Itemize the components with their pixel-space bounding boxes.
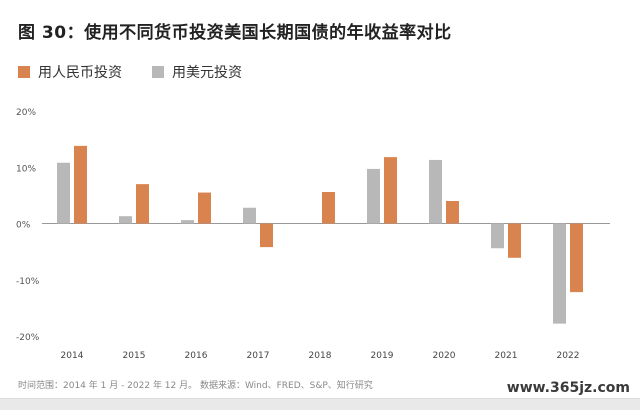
bar-cny (570, 223, 583, 293)
bar-usd (367, 168, 380, 224)
x-tick-label: 2014 (61, 351, 84, 361)
bar-usd (119, 216, 132, 224)
x-tick-label: 2015 (123, 351, 146, 361)
legend-swatch-orange (18, 66, 30, 78)
x-tick-label: 2021 (495, 351, 518, 361)
chart-title: 图 30：使用不同货币投资美国长期国债的年收益率对比 (18, 23, 452, 43)
legend-label-cny: 用人民币投资 (38, 65, 122, 81)
bar-usd (429, 159, 442, 224)
bar-usd (243, 207, 256, 224)
bar-cny (508, 223, 521, 258)
bar-cny (322, 192, 335, 224)
bar-cny (198, 192, 211, 224)
y-tick-label: -10% (16, 277, 40, 287)
legend-item-cny: 用人民币投资 (18, 62, 122, 82)
x-tick-label: 2017 (247, 351, 270, 361)
bar-usd (181, 220, 194, 224)
legend-label-usd: 用美元投资 (172, 65, 242, 81)
footnote: 时间范围：2014 年 1 月 - 2022 年 12 月。 数据来源：Wind… (18, 381, 373, 391)
legend-swatch-gray (152, 66, 164, 78)
bar-cny (446, 201, 459, 224)
x-tick-label: 2018 (309, 351, 332, 361)
bar-cny (260, 223, 273, 248)
x-tick-label: 2019 (371, 351, 394, 361)
bar-cny (74, 145, 87, 224)
bar-usd (491, 223, 504, 249)
y-tick-label: 20% (16, 108, 36, 118)
bar-usd (553, 223, 566, 324)
bar-usd (57, 162, 70, 224)
x-tick-label: 2016 (185, 351, 208, 361)
bar-cny (136, 184, 149, 224)
watermark: www.365jz.com (506, 380, 630, 396)
y-tick-label: 0% (16, 221, 31, 231)
x-tick-label: 2020 (433, 351, 456, 361)
chart-card: 图 30：使用不同货币投资美国长期国债的年收益率对比 用人民币投资 用美元投资 … (0, 0, 640, 399)
bar-chart: 20% 10% 0% -10% -20% 2014 2015 2016 2017 2018 2019… (16, 108, 610, 361)
x-tick-label: 2022 (557, 351, 580, 361)
bar-cny (384, 157, 397, 224)
y-tick-label: 10% (16, 164, 36, 174)
legend-item-usd: 用美元投资 (152, 62, 242, 82)
y-tick-label: -20% (16, 333, 40, 343)
